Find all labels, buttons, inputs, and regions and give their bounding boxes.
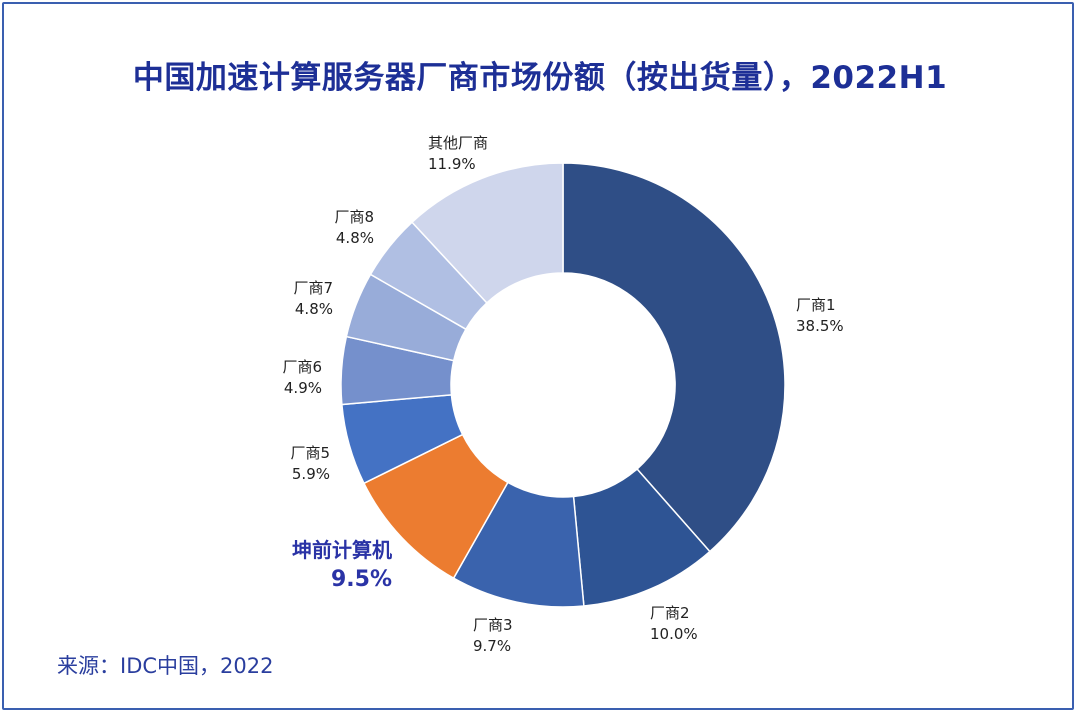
- slice-label-value: 9.7%: [473, 637, 511, 655]
- slice-label-value: 11.9%: [428, 155, 476, 173]
- slice-label-name: 厂商6: [282, 358, 322, 376]
- slice-label-name: 其他厂商: [428, 134, 488, 152]
- slice-label-name: 坤前计算机: [292, 538, 392, 562]
- chart-title: 中国加速计算服务器厂商市场份额（按出货量），2022H1: [132, 60, 948, 96]
- slice-label-value: 10.0%: [650, 625, 698, 643]
- slice-label-value: 4.9%: [284, 379, 322, 397]
- slice-label-name: 厂商7: [293, 279, 333, 297]
- slice-label-name: 厂商3: [473, 616, 513, 634]
- donut-slice-1: [562, 162, 786, 553]
- slice-label-name: 厂商2: [650, 604, 690, 622]
- slice-label-name: 厂商8: [334, 208, 374, 226]
- slice-label-value: 9.5%: [331, 567, 392, 592]
- slice-label-name: 厂商1: [796, 296, 836, 314]
- source-note: 来源：IDC中国，2022: [57, 654, 274, 678]
- slice-label-name: 厂商5: [290, 444, 330, 462]
- slice-label-value: 38.5%: [796, 317, 844, 335]
- slice-label-value: 4.8%: [336, 229, 374, 247]
- donut-slice-9: [410, 162, 564, 304]
- slice-label-value: 4.8%: [295, 300, 333, 318]
- slice-label-value: 5.9%: [292, 465, 330, 483]
